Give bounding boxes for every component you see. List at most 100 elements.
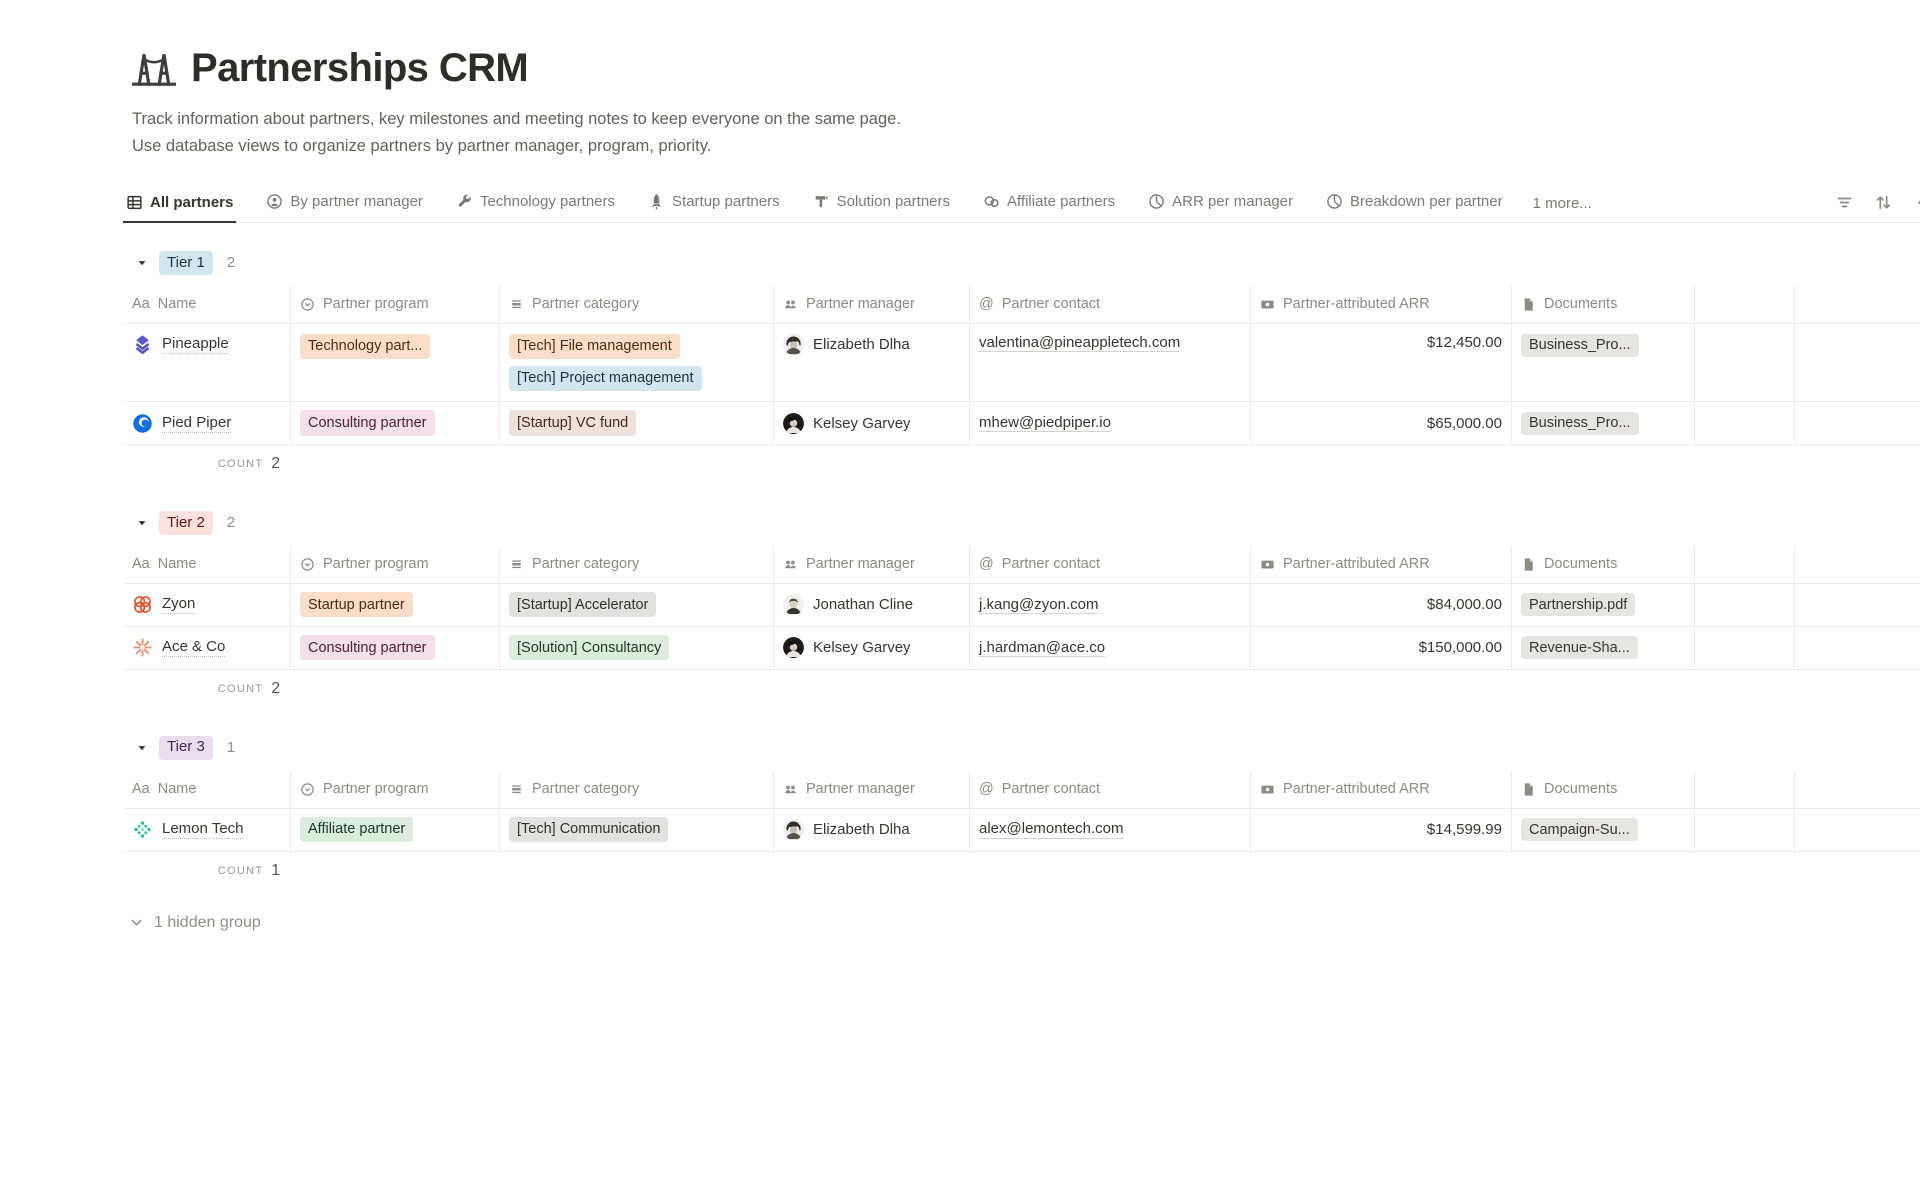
group-header[interactable]: Tier 3 1 <box>123 733 1920 771</box>
email-link[interactable]: mhew@piedpiper.io <box>979 413 1111 433</box>
column-header-partner-contact[interactable]: @ Partner contact <box>970 770 1251 808</box>
tab-label: Breakdown per partner <box>1350 193 1503 210</box>
manager-cell[interactable]: Jonathan Cline <box>774 583 970 626</box>
table-row-zyon[interactable]: Zyon Startup partner [Startup] Accelerat… <box>123 583 1920 627</box>
column-header-partner-contact[interactable]: @ Partner contact <box>970 545 1251 583</box>
email-link[interactable]: j.kang@zyon.com <box>979 595 1099 614</box>
tab-technology-partners[interactable]: Technology partners <box>453 184 618 222</box>
column-header-partner-manager[interactable]: Partner manager <box>774 545 970 583</box>
arr-cell[interactable]: $150,000.00 <box>1251 626 1512 669</box>
name-cell[interactable]: Zyon <box>123 583 291 626</box>
contact-cell[interactable]: alex@lemontech.com <box>970 808 1251 851</box>
column-header-partner-manager[interactable]: Partner manager <box>774 770 970 808</box>
documents-cell[interactable]: Business_Pro... <box>1512 402 1695 444</box>
column-header-documents[interactable]: Documents <box>1512 770 1695 808</box>
column-header-partner-category[interactable]: Partner category <box>500 545 774 583</box>
page-description-line2: Use database views to organize partners … <box>132 137 712 155</box>
program-cell[interactable]: Technology part... <box>291 323 500 401</box>
name-cell[interactable]: Lemon Tech <box>123 808 291 851</box>
tab-affiliate-partners[interactable]: Affiliate partners <box>980 184 1118 222</box>
manager-name: Jonathan Cline <box>813 596 914 614</box>
column-header-partner-category[interactable]: Partner category <box>500 770 774 808</box>
document-chip[interactable]: Revenue-Sha... <box>1521 636 1638 660</box>
collapse-triangle-icon[interactable] <box>132 738 152 758</box>
category-cell[interactable]: [Tech] Communication <box>500 808 774 851</box>
record-name[interactable]: Pineapple <box>162 334 229 354</box>
column-header-partner-contact[interactable]: @ Partner contact <box>970 285 1251 323</box>
category-cell[interactable]: [Startup] VC fund <box>500 402 774 444</box>
email-link[interactable]: j.hardman@ace.co <box>979 638 1106 657</box>
documents-cell[interactable]: Campaign-Su... <box>1512 808 1695 851</box>
record-name[interactable]: Pied Piper <box>162 413 232 433</box>
column-header-partner-attributed-arr[interactable]: Partner-attributed ARR <box>1251 545 1512 583</box>
column-header-name[interactable]: Aa Name <box>123 285 291 323</box>
column-header-partner-program[interactable]: Partner program <box>291 285 500 323</box>
manager-cell[interactable]: Kelsey Garvey <box>774 402 970 444</box>
program-cell[interactable]: Consulting partner <box>291 402 500 444</box>
tab-arr-per-manager[interactable]: ARR per manager <box>1145 184 1296 222</box>
category-cell[interactable]: [Startup] Accelerator <box>500 583 774 626</box>
column-header-documents[interactable]: Documents <box>1512 285 1695 323</box>
table-row-pied-piper[interactable]: Pied Piper Consulting partner [Startup] … <box>123 402 1920 445</box>
documents-cell[interactable]: Revenue-Sha... <box>1512 626 1695 669</box>
column-header-partner-manager[interactable]: Partner manager <box>774 285 970 323</box>
column-header-partner-attributed-arr[interactable]: Partner-attributed ARR <box>1251 285 1512 323</box>
category-cell[interactable]: [Tech] File management [Tech] Project ma… <box>500 323 774 401</box>
table-row-pineapple[interactable]: Pineapple Technology part... [Tech] File… <box>123 323 1920 402</box>
arr-cell[interactable]: $65,000.00 <box>1251 402 1512 444</box>
sort-icon[interactable] <box>1874 193 1893 212</box>
column-header-partner-attributed-arr[interactable]: Partner-attributed ARR <box>1251 770 1512 808</box>
name-cell[interactable]: Pineapple <box>123 323 291 401</box>
manager-cell[interactable]: Kelsey Garvey <box>774 626 970 669</box>
column-header-documents[interactable]: Documents <box>1512 545 1695 583</box>
arr-cell[interactable]: $14,599.99 <box>1251 808 1512 851</box>
hidden-group-toggle[interactable]: 1 hidden group <box>129 914 1920 932</box>
table-row-ace-and-co[interactable]: Ace & Co Consulting partner [Solution] C… <box>123 626 1920 670</box>
program-cell[interactable]: Startup partner <box>291 583 500 626</box>
collapse-triangle-icon[interactable] <box>132 253 152 273</box>
contact-cell[interactable]: j.kang@zyon.com <box>970 583 1251 626</box>
table-row-lemon-tech[interactable]: Lemon Tech Affiliate partner [Tech] Comm… <box>123 808 1920 852</box>
record-name[interactable]: Zyon <box>162 595 196 615</box>
document-chip[interactable]: Business_Pro... <box>1521 333 1639 357</box>
document-chip[interactable]: Business_Pro... <box>1521 411 1639 435</box>
tab-all-partners[interactable]: All partners <box>123 185 237 223</box>
tab-breakdown-per-partner[interactable]: Breakdown per partner <box>1323 184 1506 222</box>
column-header-name[interactable]: Aa Name <box>123 770 291 808</box>
collapse-triangle-icon[interactable] <box>132 513 152 533</box>
manager-cell[interactable]: Elizabeth Dlha <box>774 808 970 851</box>
tab-startup-partners[interactable]: Startup partners <box>645 184 783 222</box>
file-icon <box>1521 557 1536 572</box>
column-header-partner-program[interactable]: Partner program <box>291 545 500 583</box>
program-cell[interactable]: Affiliate partner <box>291 808 500 851</box>
document-chip[interactable]: Partnership.pdf <box>1521 593 1636 617</box>
group-header[interactable]: Tier 1 2 <box>123 248 1920 286</box>
documents-cell[interactable]: Partnership.pdf <box>1512 583 1695 626</box>
column-header-partner-category[interactable]: Partner category <box>500 285 774 323</box>
documents-cell[interactable]: Business_Pro... <box>1512 323 1695 401</box>
manager-cell[interactable]: Elizabeth Dlha <box>774 323 970 401</box>
contact-cell[interactable]: mhew@piedpiper.io <box>970 402 1251 444</box>
record-name[interactable]: Ace & Co <box>162 638 226 658</box>
name-cell[interactable]: Pied Piper <box>123 402 291 444</box>
lightning-icon[interactable] <box>1913 193 1920 212</box>
column-header-partner-program[interactable]: Partner program <box>291 770 500 808</box>
tab-solution-partners[interactable]: Solution partners <box>810 184 953 222</box>
column-header-row: Aa Name Partner program Partner category… <box>123 770 1920 809</box>
arr-cell[interactable]: $84,000.00 <box>1251 583 1512 626</box>
document-chip[interactable]: Campaign-Su... <box>1521 818 1638 841</box>
email-link[interactable]: alex@lemontech.com <box>979 820 1124 839</box>
tabs-more-button[interactable]: 1 more... <box>1532 194 1592 212</box>
category-cell[interactable]: [Solution] Consultancy <box>500 626 774 669</box>
name-cell[interactable]: Ace & Co <box>123 626 291 669</box>
record-name[interactable]: Lemon Tech <box>162 820 244 839</box>
contact-cell[interactable]: j.hardman@ace.co <box>970 626 1251 669</box>
contact-cell[interactable]: valentina@pineappletech.com <box>970 323 1251 401</box>
column-header-name[interactable]: Aa Name <box>123 545 291 583</box>
arr-cell[interactable]: $12,450.00 <box>1251 323 1512 401</box>
email-link[interactable]: valentina@pineappletech.com <box>979 333 1181 353</box>
filter-icon[interactable] <box>1835 193 1854 212</box>
tab-by-partner-manager[interactable]: By partner manager <box>263 184 426 222</box>
program-cell[interactable]: Consulting partner <box>291 626 500 669</box>
group-header[interactable]: Tier 2 2 <box>123 508 1920 546</box>
